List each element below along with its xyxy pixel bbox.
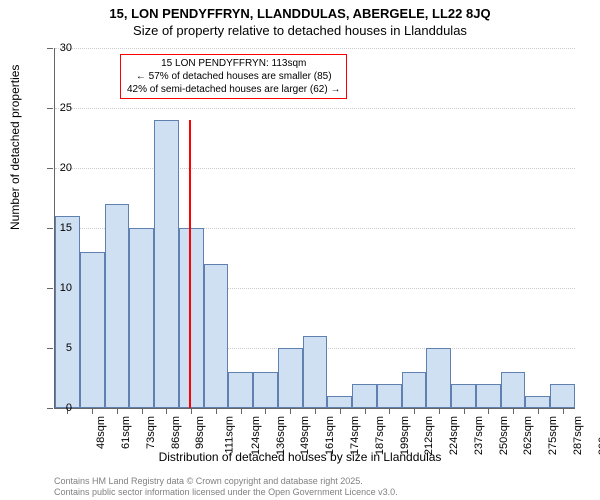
x-tick-label: 98sqm: [194, 416, 206, 449]
histogram-bar: [501, 372, 526, 408]
x-tick-label: 250sqm: [498, 416, 510, 455]
plot-area: 15 LON PENDYFFRYN: 113sqm← 57% of detach…: [54, 48, 575, 409]
histogram-bar: [352, 384, 377, 408]
x-tick-label: 224sqm: [448, 416, 460, 455]
x-tick: [365, 408, 366, 414]
histogram-bar: [426, 348, 451, 408]
histogram-bar: [402, 372, 427, 408]
y-axis-title: Number of detached properties: [8, 65, 22, 230]
x-tick: [488, 408, 489, 414]
chart-title-line1: 15, LON PENDYFFRYN, LLANDDULAS, ABERGELE…: [0, 0, 600, 23]
annotation-line: 15 LON PENDYFFRYN: 113sqm: [127, 57, 340, 70]
x-tick-label: 86sqm: [170, 416, 182, 449]
x-tick: [290, 408, 291, 414]
histogram-bar: [55, 216, 80, 408]
x-tick-label: 61sqm: [120, 416, 132, 449]
x-tick: [241, 408, 242, 414]
chart-container: 15, LON PENDYFFRYN, LLANDDULAS, ABERGELE…: [0, 0, 600, 500]
x-tick-label: 237sqm: [473, 416, 485, 455]
histogram-bar: [129, 228, 154, 408]
x-tick: [513, 408, 514, 414]
x-tick: [216, 408, 217, 414]
histogram-bar: [228, 372, 253, 408]
x-tick: [340, 408, 341, 414]
x-tick-label: 262sqm: [522, 416, 534, 455]
histogram-bar: [377, 384, 402, 408]
y-tick-label: 0: [42, 402, 72, 414]
x-tick: [265, 408, 266, 414]
y-tick-label: 10: [42, 282, 72, 294]
y-tick-label: 25: [42, 102, 72, 114]
highlight-marker: [189, 120, 191, 408]
chart-title-line2: Size of property relative to detached ho…: [0, 23, 600, 42]
annotation-callout: 15 LON PENDYFFRYN: 113sqm← 57% of detach…: [120, 54, 347, 99]
x-tick: [389, 408, 390, 414]
x-tick: [142, 408, 143, 414]
x-tick-label: 187sqm: [374, 416, 386, 455]
x-tick-label: 149sqm: [300, 416, 312, 455]
x-tick: [538, 408, 539, 414]
grid-line: [55, 48, 575, 49]
histogram-bar: [525, 396, 550, 408]
attribution-footer: Contains HM Land Registry data © Crown c…: [54, 476, 398, 498]
histogram-bar: [253, 372, 278, 408]
histogram-bar: [105, 204, 130, 408]
x-tick: [92, 408, 93, 414]
x-tick-label: 111sqm: [224, 416, 236, 454]
histogram-bar: [179, 228, 204, 408]
histogram-bar: [80, 252, 105, 408]
y-tick-label: 20: [42, 162, 72, 174]
histogram-bar: [204, 264, 229, 408]
x-tick: [439, 408, 440, 414]
annotation-line: ← 57% of detached houses are smaller (85…: [127, 70, 340, 83]
annotation-line: 42% of semi-detached houses are larger (…: [127, 83, 340, 96]
histogram-bar: [303, 336, 328, 408]
x-tick-label: 136sqm: [275, 416, 287, 455]
histogram-bar: [327, 396, 352, 408]
x-tick-label: 212sqm: [423, 416, 435, 455]
x-tick: [166, 408, 167, 414]
x-tick: [315, 408, 316, 414]
x-tick-label: 199sqm: [399, 416, 411, 455]
x-tick-label: 287sqm: [572, 416, 584, 455]
x-tick: [563, 408, 564, 414]
x-tick-label: 174sqm: [349, 416, 361, 455]
histogram-bar: [550, 384, 575, 408]
y-tick-label: 30: [42, 42, 72, 54]
y-tick-label: 15: [42, 222, 72, 234]
x-tick-label: 73sqm: [145, 416, 157, 449]
footer-line2: Contains public sector information licen…: [54, 487, 398, 498]
x-tick: [191, 408, 192, 414]
histogram-bar: [278, 348, 303, 408]
grid-line: [55, 168, 575, 169]
x-tick-label: 161sqm: [324, 416, 336, 455]
histogram-bar: [451, 384, 476, 408]
x-tick: [117, 408, 118, 414]
x-tick-label: 124sqm: [250, 416, 262, 455]
x-tick-label: 275sqm: [547, 416, 559, 455]
y-tick-label: 5: [42, 342, 72, 354]
grid-line: [55, 108, 575, 109]
x-tick: [414, 408, 415, 414]
histogram-bar: [154, 120, 179, 408]
histogram-bar: [476, 384, 501, 408]
x-tick: [464, 408, 465, 414]
x-tick-label: 48sqm: [95, 416, 107, 449]
footer-line1: Contains HM Land Registry data © Crown c…: [54, 476, 398, 487]
